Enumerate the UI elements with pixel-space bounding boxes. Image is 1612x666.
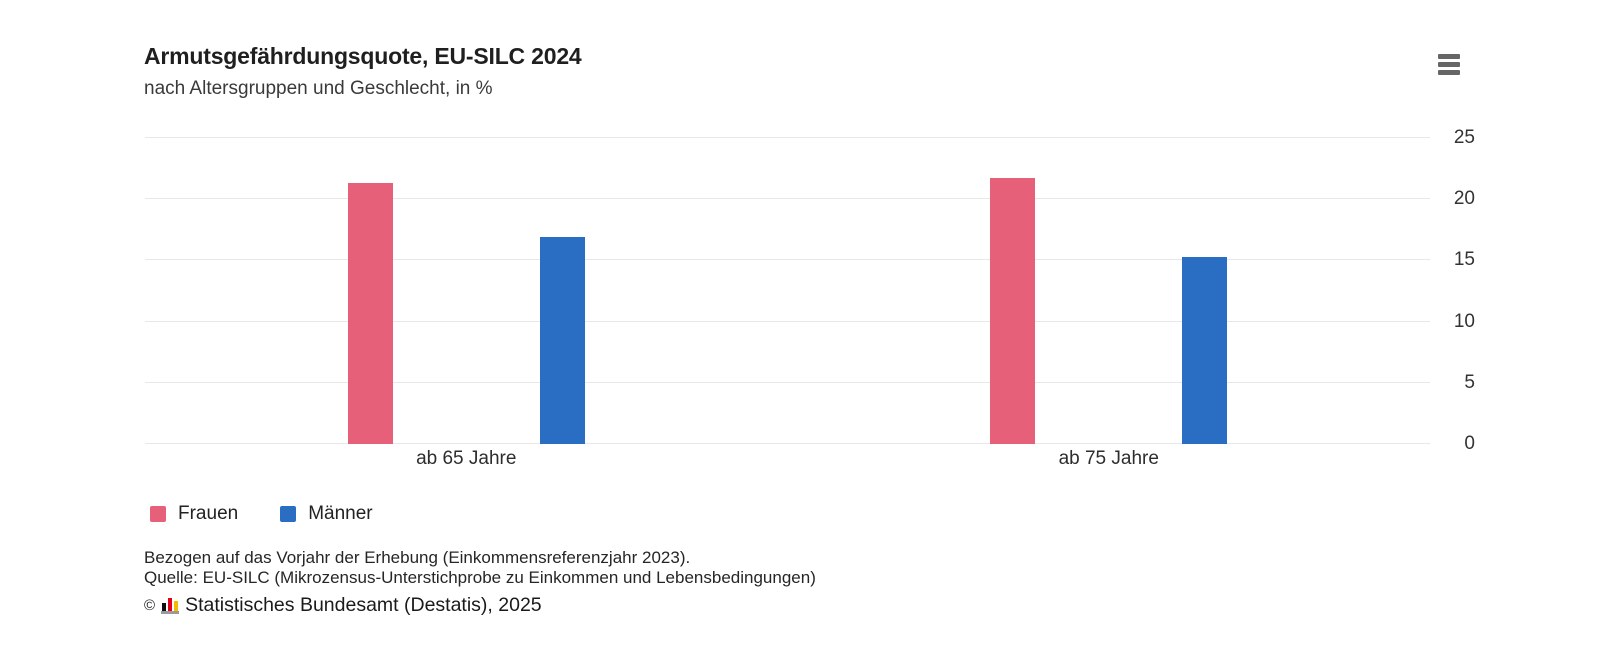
copyright-symbol: ©: [144, 596, 156, 614]
credits-line: © Statistisches Bundesamt (Destatis), 20…: [144, 591, 542, 619]
logo-bar-black: [162, 602, 167, 611]
credits-text: Statistisches Bundesamt (Destatis), 2025: [185, 593, 542, 616]
legend: Frauen Männer: [150, 503, 373, 525]
logo-bar-red: [168, 597, 173, 611]
gridline-y-10: [145, 320, 1430, 322]
legend-label-frauen: Frauen: [178, 503, 239, 524]
x-axis-label-ab-75-jahre: ab 75 Jahre: [1058, 448, 1159, 469]
y-axis-tick-15: 15: [1453, 249, 1475, 271]
hamburger-menu-icon[interactable]: [1436, 50, 1464, 78]
legend-item-maenner[interactable]: Männer: [280, 503, 373, 525]
bar-frauen-ab-75-jahre[interactable]: [990, 178, 1036, 444]
gridline-y-5: [145, 381, 1430, 383]
hamburger-bar: [1438, 53, 1460, 59]
chart-title: Armutsgefährdungsquote, EU-SILC 2024: [144, 43, 582, 69]
y-axis-tick-5: 5: [1464, 371, 1475, 393]
x-axis-label-ab-65-jahre: ab 65 Jahre: [416, 448, 517, 469]
footnote-line-1: Bezogen auf das Vorjahr der Erhebung (Ei…: [144, 548, 691, 567]
gridline-y-0: [145, 443, 1430, 444]
y-axis-tick-0: 0: [1464, 433, 1475, 454]
footnote-line-2: Quelle: EU-SILC (Mikrozensus-Unterstichp…: [144, 568, 816, 587]
gridline-y-20: [145, 198, 1430, 200]
legend-label-maenner: Männer: [308, 503, 373, 524]
logo-bar-gold: [174, 600, 179, 611]
bar-frauen-ab-65-jahre[interactable]: [347, 183, 393, 444]
legend-swatch-maenner: [280, 506, 297, 522]
y-axis-tick-10: 10: [1453, 310, 1475, 332]
plot-area: [145, 137, 1430, 444]
y-axis-tick-20: 20: [1453, 188, 1475, 210]
destatis-bar-chart-logo-icon: [161, 597, 180, 614]
bar-maenner-ab-65-jahre[interactable]: [539, 237, 585, 444]
gridline-y-25: [145, 137, 1430, 138]
bar-maenner-ab-75-jahre[interactable]: [1182, 256, 1228, 444]
hamburger-bar: [1438, 69, 1460, 75]
y-axis-tick-25: 25: [1453, 127, 1475, 148]
chart-subtitle: nach Altersgruppen und Geschlecht, in %: [144, 78, 493, 99]
hamburger-bar: [1438, 61, 1460, 67]
legend-item-frauen[interactable]: Frauen: [150, 503, 238, 525]
legend-swatch-frauen: [150, 506, 166, 522]
gridline-y-15: [145, 259, 1430, 261]
